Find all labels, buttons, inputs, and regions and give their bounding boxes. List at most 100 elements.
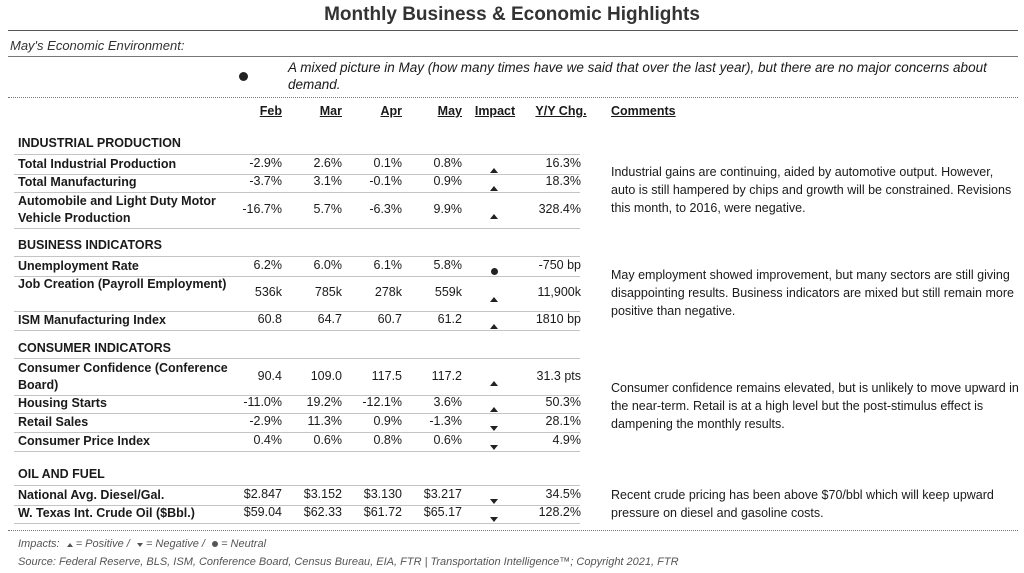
cell-yy-change: 4.9%: [552, 433, 582, 447]
cell-mar: 785k: [314, 285, 342, 299]
table-row: Housing Starts -11.0% 19.2% -12.1% 3.6% 50.3%: [14, 394, 581, 417]
cell-may: -1.3%: [429, 414, 462, 428]
cell-apr: -0.1%: [369, 174, 402, 188]
cell-mar: 64.7: [317, 312, 342, 326]
cell-apr: 6.1%: [373, 258, 403, 272]
environment-divider: [8, 56, 1018, 57]
header-may: May: [437, 104, 462, 118]
cell-apr: $61.72: [363, 505, 402, 519]
cell-yy-change: 31.3 pts: [536, 369, 581, 383]
row-label: Job Creation (Payroll Employment): [18, 277, 227, 291]
source-note: Source: Federal Reserve, BLS, ISM, Confe…: [18, 556, 679, 568]
environment-label: May's Economic Environment:: [10, 38, 185, 53]
triangle-up-icon: [490, 168, 498, 173]
legend-neutral: = Neutral: [221, 538, 267, 550]
impact-cell: [479, 491, 509, 509]
cell-feb: -11.0%: [243, 395, 282, 409]
cell-mar: 3.1%: [313, 174, 343, 188]
table-row: Consumer Price Index 0.4% 0.6% 0.8% 0.6% 4.9%: [14, 432, 582, 455]
cell-may: 61.2: [437, 312, 462, 326]
cell-apr: 0.9%: [373, 414, 403, 428]
cell-mar: $62.33: [303, 505, 342, 519]
cell-yy-change: 1810 bp: [535, 312, 581, 326]
cell-apr: 117.5: [371, 369, 402, 383]
impact-cell: [479, 316, 509, 334]
dot-icon: [212, 541, 219, 547]
table-row: W. Texas Int. Crude Oil ($Bbl.) $59.04 $62…: [14, 504, 581, 527]
cell-may: 0.6%: [433, 433, 463, 447]
cell-mar: 5.7%: [313, 202, 343, 216]
cell-may: 0.8%: [433, 156, 463, 170]
table-row: Automobile and Light Duty Motor Vehicle …: [14, 192, 581, 229]
row-label: Automobile and Light Duty Motor Vehicle …: [18, 194, 216, 225]
dot-icon: [490, 268, 498, 275]
cell-feb: 6.2%: [253, 258, 283, 272]
row-label: Housing Starts: [18, 396, 107, 410]
triangle-down-icon: [136, 543, 143, 547]
cell-yy-change: 28.1%: [545, 414, 581, 428]
row-label: Total Manufacturing: [18, 175, 137, 189]
section-title-business: BUSINESS INDICATORS: [18, 238, 163, 252]
cell-may: 117.2: [431, 369, 462, 383]
cell-feb: -2.9%: [249, 156, 282, 170]
cell-apr: 60.7: [377, 312, 402, 326]
row-label: National Avg. Diesel/Gal.: [18, 488, 165, 502]
comment-business: May employment showed improvement, but m…: [611, 268, 1014, 318]
impact-cell: [479, 399, 509, 417]
cell-yy-change: 16.3%: [545, 156, 581, 170]
cell-mar: 6.0%: [313, 258, 343, 272]
cell-yy-change: 34.5%: [545, 487, 581, 501]
cell-yy-change: 328.4%: [538, 202, 581, 216]
cell-yy-change: 128.2%: [538, 505, 581, 519]
cell-feb: 536k: [254, 285, 282, 299]
triangle-down-icon: [490, 426, 498, 431]
bullet-icon: [239, 72, 248, 81]
cell-yy-change: -750 bp: [538, 258, 581, 272]
impact-cell: [479, 373, 509, 391]
impact-cell: [479, 160, 509, 178]
header-mar: Mar: [319, 104, 342, 118]
environment-text: A mixed picture in May (how many times h…: [288, 60, 987, 92]
cell-feb: 0.4%: [253, 433, 283, 447]
cell-apr: $3.130: [363, 487, 402, 501]
header-divider: [8, 97, 1018, 98]
header-apr: Apr: [380, 104, 402, 118]
triangle-up-icon: [490, 381, 498, 386]
cell-may: 3.6%: [433, 395, 463, 409]
row-label: W. Texas Int. Crude Oil ($Bbl.): [18, 506, 195, 520]
impact-cell: [479, 289, 509, 307]
cell-mar: 19.2%: [306, 395, 342, 409]
row-label: ISM Manufacturing Index: [18, 313, 166, 327]
cell-feb: 90.4: [257, 369, 282, 383]
comment-industrial: Industrial gains are continuing, aided b…: [611, 165, 1012, 215]
impact-cell: [479, 206, 509, 224]
triangle-up-icon: [66, 543, 73, 547]
table-row: Total Industrial Production -2.9% 2.6% 0.1%…: [14, 154, 581, 178]
triangle-up-icon: [490, 407, 498, 412]
header-feb: Feb: [259, 104, 282, 118]
triangle-down-icon: [490, 499, 498, 504]
impact-cell: [479, 418, 509, 436]
cell-apr: 0.8%: [373, 433, 403, 447]
table-row: Unemployment Rate 6.2% 6.0% 6.1% 5.8% -750 bp: [14, 256, 581, 277]
cell-apr: 0.1%: [373, 156, 403, 170]
impact-cell: [479, 509, 509, 527]
section-title-oil: OIL AND FUEL: [18, 467, 105, 481]
cell-may: 559k: [434, 285, 462, 299]
cell-apr: -6.3%: [369, 202, 402, 216]
impact-cell: [479, 437, 509, 455]
triangle-up-icon: [490, 214, 498, 219]
row-label: Unemployment Rate: [18, 259, 139, 273]
header-impact: Impact: [474, 104, 516, 118]
triangle-down-icon: [490, 445, 498, 450]
row-label: Total Industrial Production: [18, 157, 177, 171]
table-row: Job Creation (Payroll Employment) 536k 785…: [14, 275, 581, 312]
page-title: Monthly Business & Economic Highlights: [324, 4, 700, 25]
cell-feb: -2.9%: [249, 414, 282, 428]
section-title-industrial: INDUSTRIAL PRODUCTION: [18, 136, 181, 150]
cell-may: 9.9%: [433, 202, 463, 216]
legend-prefix: Impacts:: [18, 538, 60, 550]
header-comments: Comments: [611, 104, 676, 118]
row-label: Retail Sales: [18, 415, 89, 429]
triangle-down-icon: [490, 517, 498, 522]
